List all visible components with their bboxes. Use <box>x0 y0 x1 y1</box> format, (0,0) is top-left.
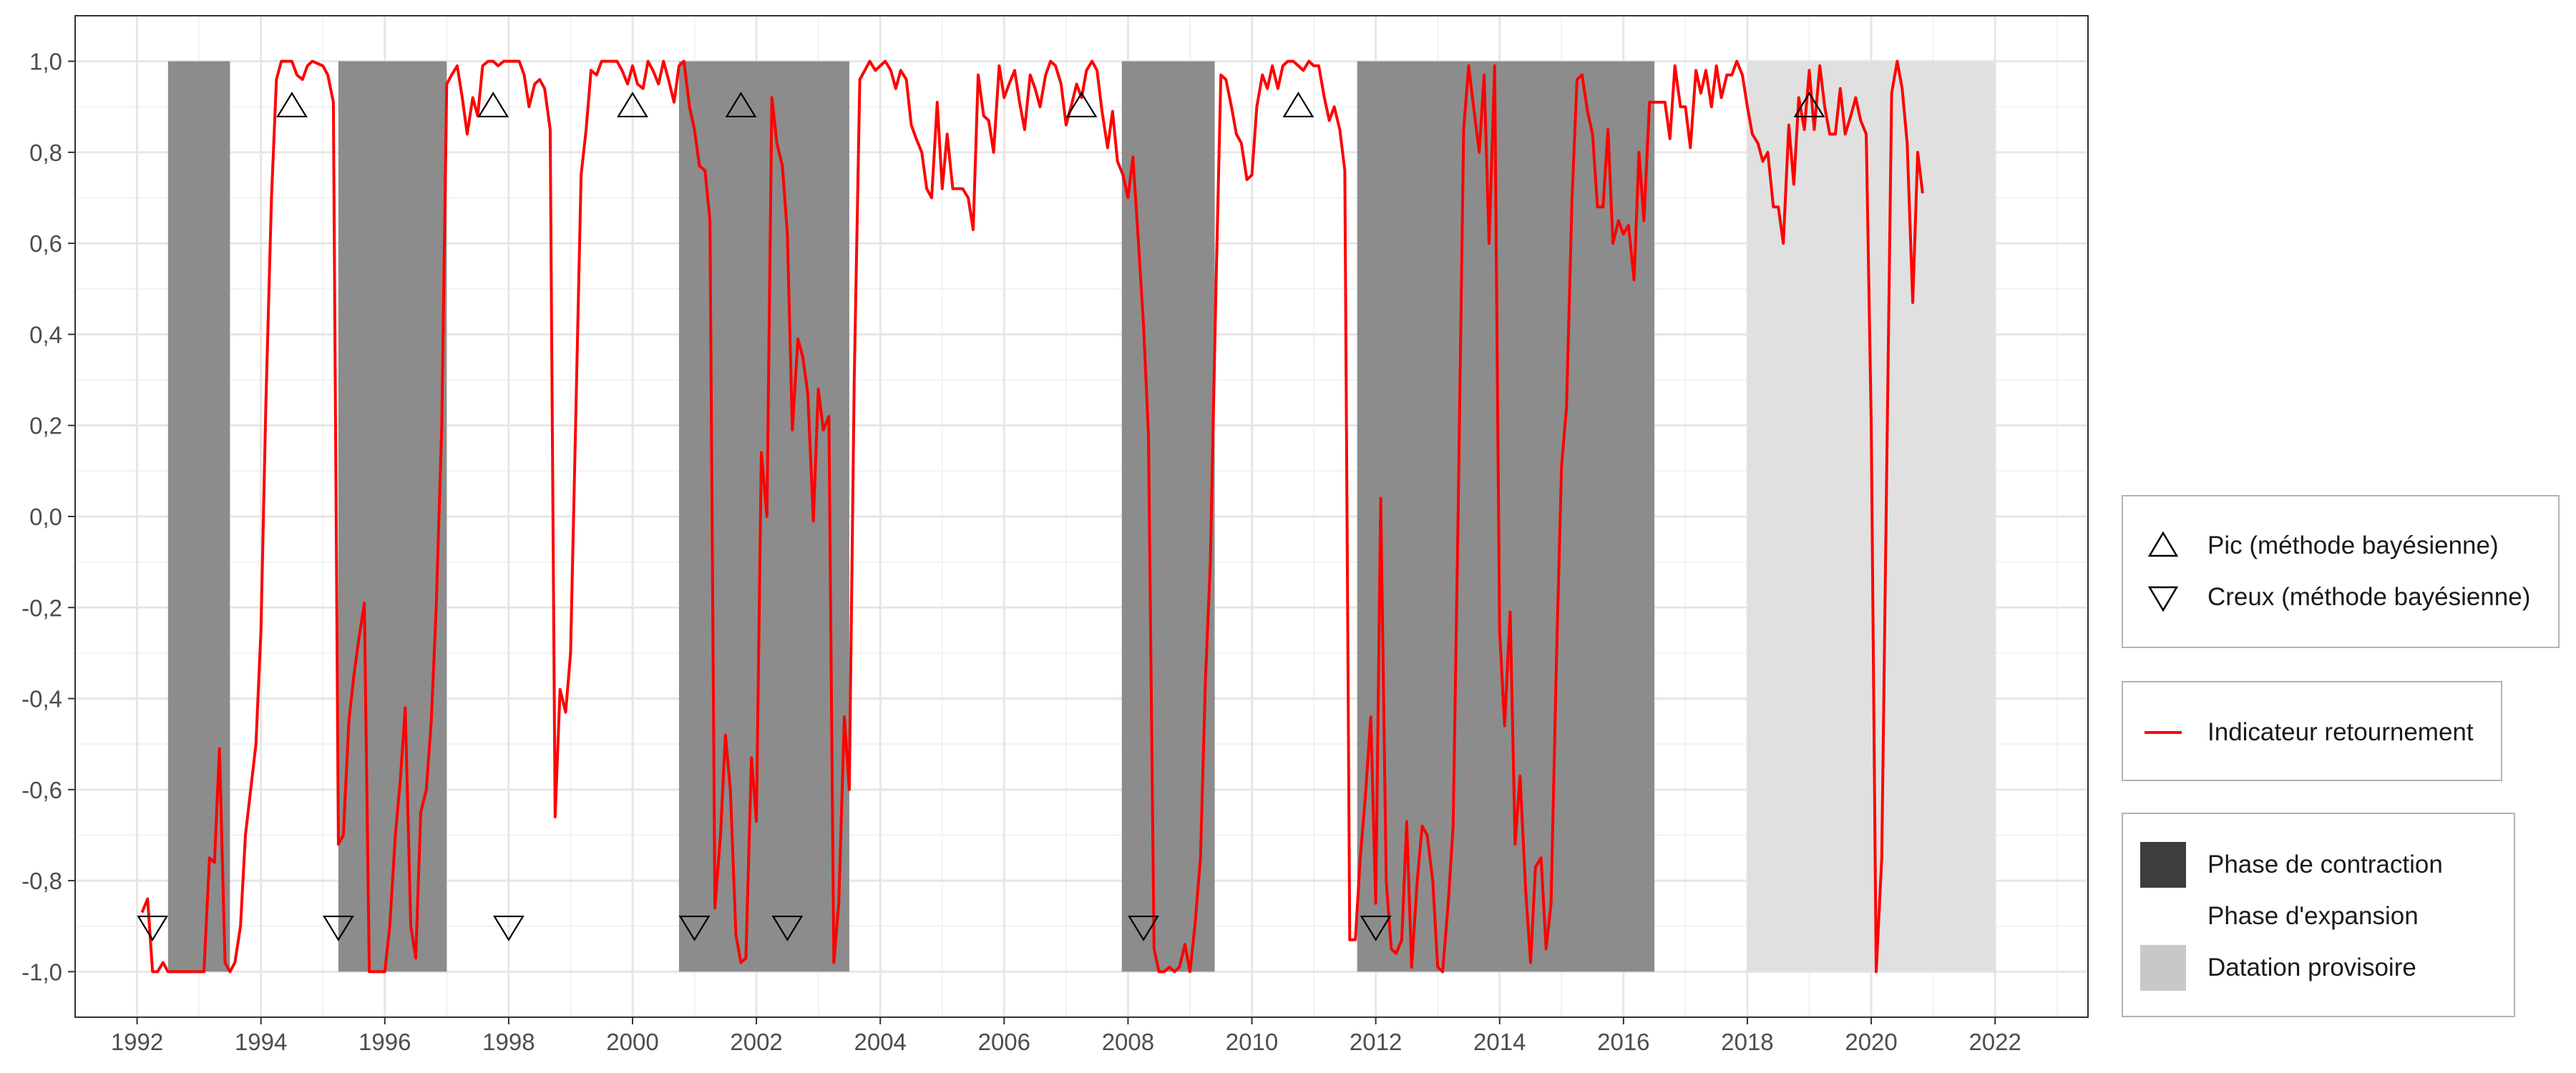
x-tick-label: 2004 <box>854 1029 906 1055</box>
legend-label-indicator: Indicateur retournement <box>2207 718 2474 746</box>
x-tick-label: 1994 <box>235 1029 287 1055</box>
trough-marker <box>137 915 169 941</box>
x-tick-label: 2016 <box>1597 1029 1649 1055</box>
y-tick-label: 0,6 <box>29 230 62 257</box>
x-tick-label: 1992 <box>111 1029 163 1055</box>
x-tick-label: 2012 <box>1350 1029 1402 1055</box>
legend-label-expansion: Phase d'expansion <box>2207 902 2419 930</box>
x-tick-label: 2010 <box>1226 1029 1278 1055</box>
y-tick-label: -0,4 <box>21 686 62 712</box>
legend-item-expansion: Phase d'expansion <box>2123 891 2514 942</box>
x-tick-label: 2022 <box>1968 1029 2021 1055</box>
indicator-line <box>140 59 1924 974</box>
y-tick-label: -0,6 <box>21 777 62 803</box>
legend-label-peak: Pic (méthode bayésienne) <box>2207 531 2499 559</box>
trough-marker <box>771 915 804 941</box>
y-tick-label: 1,0 <box>29 49 62 75</box>
legend-markers: Pic (méthode bayésienne) Creux (méthode … <box>2122 495 2560 648</box>
expansion-swatch-icon <box>2140 893 2186 939</box>
x-tick-label: 1998 <box>482 1029 535 1055</box>
y-tick-label: 0,0 <box>29 504 62 530</box>
contraction-band <box>167 61 230 972</box>
trough-marker <box>678 915 711 941</box>
legend-item-trough: Creux (méthode bayésienne) <box>2123 572 2558 623</box>
triangle-up-icon <box>2147 531 2179 557</box>
legend-label-contraction: Phase de contraction <box>2207 851 2443 878</box>
trough-marker <box>1360 915 1392 941</box>
trough-marker <box>1128 915 1159 941</box>
peak-marker <box>1793 92 1825 118</box>
legend-item-indicator: Indicateur retournement <box>2123 707 2501 758</box>
legend-label-provisional: Datation provisoire <box>2207 954 2416 981</box>
x-tick-label: 2014 <box>1473 1029 1526 1055</box>
trough-marker <box>322 915 354 941</box>
x-tick-label: 2018 <box>1721 1029 1773 1055</box>
peak-marker <box>617 92 648 118</box>
peak-marker <box>1282 92 1314 118</box>
x-tick-label: 1996 <box>358 1029 411 1055</box>
peak-marker <box>725 92 757 118</box>
y-tick-label: -1,0 <box>21 959 62 985</box>
x-tick-label: 2002 <box>730 1029 782 1055</box>
legend-item-contraction: Phase de contraction <box>2123 839 2514 891</box>
legend-phases: Phase de contraction Phase d'expansion D… <box>2122 813 2515 1017</box>
x-tick-label: 2006 <box>978 1029 1030 1055</box>
contraction-band <box>338 61 447 972</box>
y-tick-label: 0,8 <box>29 139 62 166</box>
legend-label-trough: Creux (méthode bayésienne) <box>2207 583 2531 611</box>
contraction-band <box>1357 61 1655 972</box>
peak-marker <box>276 92 308 118</box>
triangle-down-icon <box>2147 586 2179 612</box>
x-tick-label: 2000 <box>606 1029 658 1055</box>
y-tick-label: 0,2 <box>29 413 62 439</box>
y-tick-label: -0,8 <box>21 868 62 894</box>
trough-marker <box>492 915 525 941</box>
line-swatch-icon <box>2145 731 2182 734</box>
x-tick-label: 2020 <box>1845 1029 1897 1055</box>
contraction-swatch-icon <box>2140 842 2186 888</box>
legend-line: Indicateur retournement <box>2122 681 2502 781</box>
x-tick-label: 2008 <box>1102 1029 1154 1055</box>
peak-marker <box>477 92 509 118</box>
contraction-band <box>678 61 849 972</box>
legend-item-provisional: Datation provisoire <box>2123 942 2514 994</box>
legend-item-peak: Pic (méthode bayésienne) <box>2123 520 2558 572</box>
provisional-swatch-icon <box>2140 945 2186 991</box>
peak-marker <box>1065 92 1098 118</box>
y-tick-label: 0,4 <box>29 321 62 348</box>
y-tick-label: -0,2 <box>21 594 62 621</box>
